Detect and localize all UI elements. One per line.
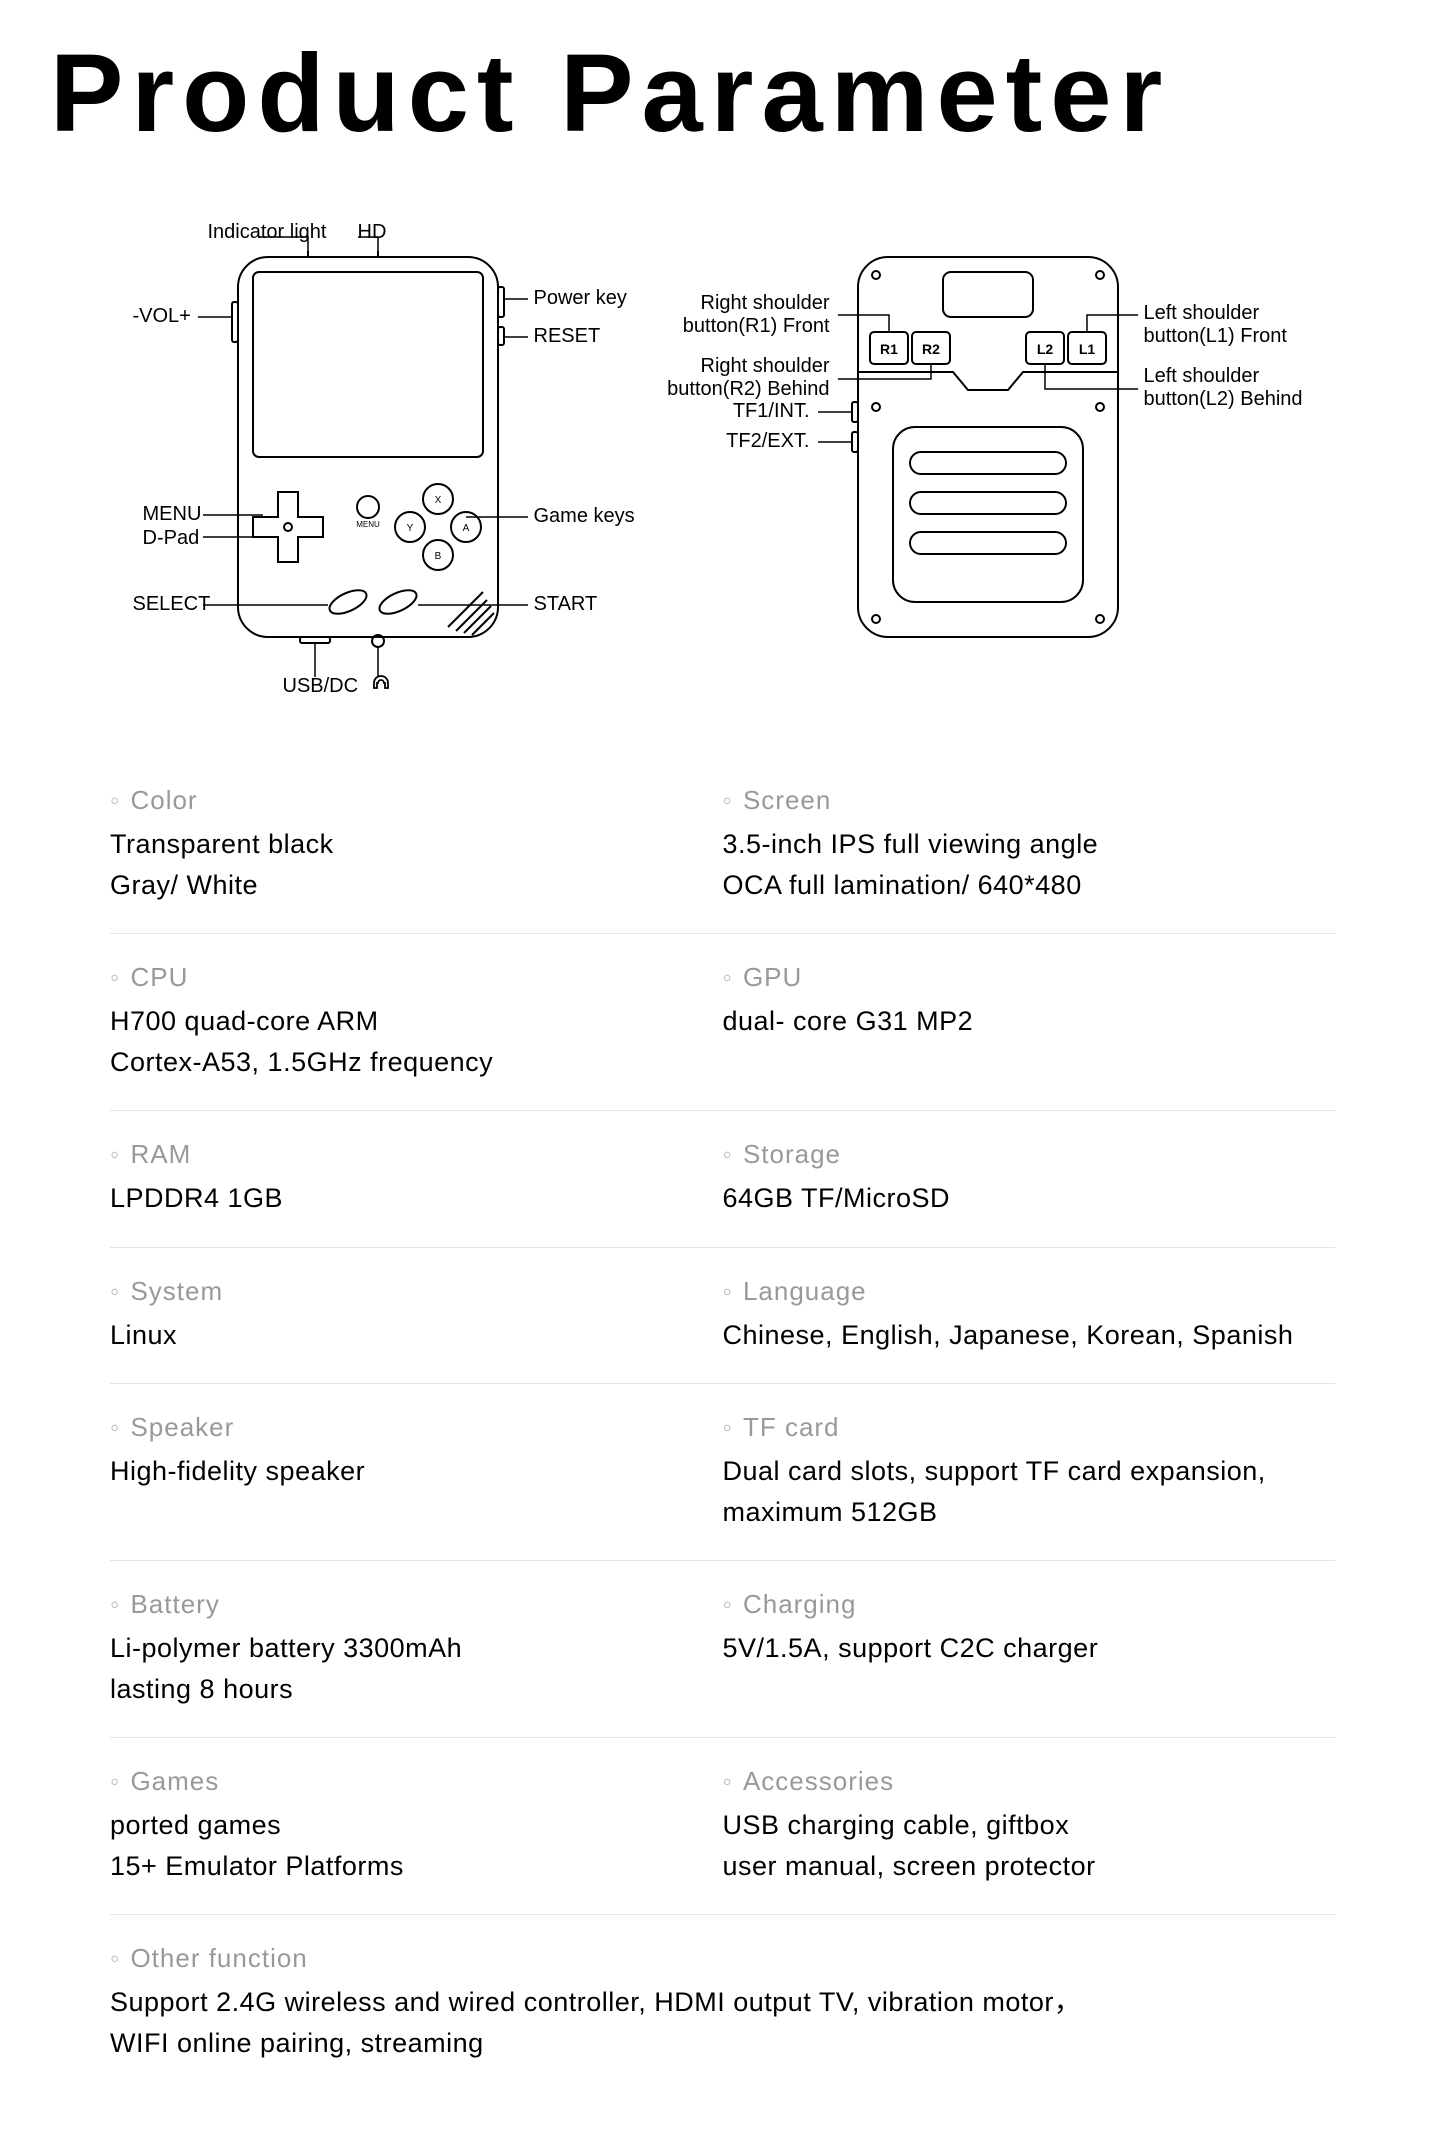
spec-value: Li-polymer battery 3300mAh lasting 8 hou… (110, 1628, 683, 1709)
svg-text:A: A (462, 523, 469, 534)
callout-start: START (534, 593, 598, 616)
spec-cell: Battery Li-polymer battery 3300mAh lastin… (110, 1589, 723, 1709)
spec-cell: Speaker High-fidelity speaker (110, 1412, 723, 1532)
spec-label: Games (110, 1766, 683, 1797)
spec-cell: System Linux (110, 1276, 723, 1356)
spec-value: Support 2.4G wireless and wired controll… (110, 1982, 1295, 2063)
spec-value: Dual card slots, support TF card expansi… (723, 1451, 1296, 1532)
spec-value: High-fidelity speaker (110, 1451, 683, 1492)
svg-text:MENU: MENU (356, 520, 380, 529)
spec-row: RAM LPDDR4 1GB Storage 64GB TF/MicroSD (110, 1111, 1335, 1248)
spec-cell: Language Chinese, English, Japanese, Kore… (723, 1276, 1336, 1356)
spec-cell: Games ported games 15+ Emulator Platforms (110, 1766, 723, 1886)
spec-cell: Storage 64GB TF/MicroSD (723, 1139, 1336, 1219)
spec-row: Speaker High-fidelity speaker TF card Dual … (110, 1384, 1335, 1561)
svg-text:L1: L1 (1078, 341, 1095, 357)
svg-text:L2: L2 (1036, 341, 1053, 357)
callout-tf1: TF1/INT. (733, 400, 810, 423)
spec-label: Storage (723, 1139, 1296, 1170)
callout-r1: Right shoulder button(R1) Front (650, 292, 830, 338)
svg-text:B: B (434, 551, 441, 562)
spec-label: Screen (723, 785, 1296, 816)
back-diagram: R1 R2 L2 L1 (648, 207, 1368, 697)
spec-label: CPU (110, 962, 683, 993)
spec-row: Games ported games 15+ Emulator Platforms… (110, 1738, 1335, 1915)
spec-cell: RAM LPDDR4 1GB (110, 1139, 723, 1219)
spec-label: Other function (110, 1943, 1295, 1974)
callout-dpad: D-Pad (143, 527, 200, 550)
spec-cell: Screen 3.5-inch IPS full viewing angle OC… (723, 785, 1336, 905)
spec-value: 3.5-inch IPS full viewing angle OCA full… (723, 824, 1296, 905)
spec-label: Speaker (110, 1412, 683, 1443)
spec-value: LPDDR4 1GB (110, 1178, 683, 1219)
spec-label: GPU (723, 962, 1296, 993)
spec-label: TF card (723, 1412, 1296, 1443)
page-title: Product Parameter (50, 30, 1395, 157)
callout-power: Power key (534, 287, 627, 310)
callout-l1: Left shoulder button(L1) Front (1144, 302, 1344, 348)
svg-text:X: X (434, 495, 441, 506)
diagram-row: MENU X Y A B (50, 207, 1395, 697)
spec-row: CPU H700 quad-core ARM Cortex-A53, 1.5GHz… (110, 934, 1335, 1111)
callout-select: SELECT (133, 593, 211, 616)
headphone-icon (370, 671, 392, 693)
spec-value: Chinese, English, Japanese, Korean, Span… (723, 1315, 1296, 1356)
spec-cell: Color Transparent black Gray/ White (110, 785, 723, 905)
callout-indicator-light: Indicator light (208, 221, 327, 244)
spec-cell: CPU H700 quad-core ARM Cortex-A53, 1.5GHz… (110, 962, 723, 1082)
spec-label: RAM (110, 1139, 683, 1170)
callout-tf2: TF2/EXT. (726, 430, 809, 453)
callout-menu: MENU (143, 503, 202, 526)
spec-label: Accessories (723, 1766, 1296, 1797)
callout-gamekeys: Game keys (534, 505, 635, 528)
page: Product Parameter (0, 0, 1445, 2151)
spec-value: dual- core G31 MP2 (723, 1001, 1296, 1042)
callout-headphone-icon (370, 671, 392, 693)
spec-label: Language (723, 1276, 1296, 1307)
svg-text:R1: R1 (880, 341, 898, 357)
spec-value: 5V/1.5A, support C2C charger (723, 1628, 1296, 1669)
spec-row: Other function Support 2.4G wireless and … (110, 1915, 1335, 2091)
callout-usbdc: USB/DC (283, 675, 359, 698)
spec-value: Transparent black Gray/ White (110, 824, 683, 905)
spec-label: Battery (110, 1589, 683, 1620)
callout-l2: Left shoulder button(L2) Behind (1144, 365, 1354, 411)
spec-row: Battery Li-polymer battery 3300mAh lastin… (110, 1561, 1335, 1738)
svg-text:Y: Y (406, 523, 413, 534)
spec-cell: Charging 5V/1.5A, support C2C charger (723, 1589, 1336, 1709)
callout-hd: HD (358, 221, 387, 244)
spec-cell: GPU dual- core G31 MP2 (723, 962, 1336, 1082)
callout-vol: -VOL+ (133, 305, 191, 328)
spec-value: ported games 15+ Emulator Platforms (110, 1805, 683, 1886)
callout-r2: Right shoulder button(R2) Behind (640, 355, 830, 401)
svg-text:R2: R2 (922, 341, 940, 357)
spec-row: Color Transparent black Gray/ White Screen… (110, 757, 1335, 934)
spec-value: 64GB TF/MicroSD (723, 1178, 1296, 1219)
callout-reset: RESET (534, 325, 601, 348)
specs-table: Color Transparent black Gray/ White Screen… (50, 757, 1395, 2091)
spec-value: H700 quad-core ARM Cortex-A53, 1.5GHz fr… (110, 1001, 683, 1082)
spec-cell: Accessories USB charging cable, giftbox u… (723, 1766, 1336, 1886)
spec-label: System (110, 1276, 683, 1307)
spec-cell: Other function Support 2.4G wireless and … (110, 1943, 1335, 2063)
spec-row: System Linux Language Chinese, English, Jap… (110, 1248, 1335, 1385)
front-svg: MENU X Y A B (78, 207, 638, 697)
spec-label: Color (110, 785, 683, 816)
spec-value: Linux (110, 1315, 683, 1356)
spec-value: USB charging cable, giftbox user manual,… (723, 1805, 1296, 1886)
spec-label: Charging (723, 1589, 1296, 1620)
spec-cell: TF card Dual card slots, support TF card … (723, 1412, 1336, 1532)
front-diagram: MENU X Y A B (78, 207, 638, 697)
